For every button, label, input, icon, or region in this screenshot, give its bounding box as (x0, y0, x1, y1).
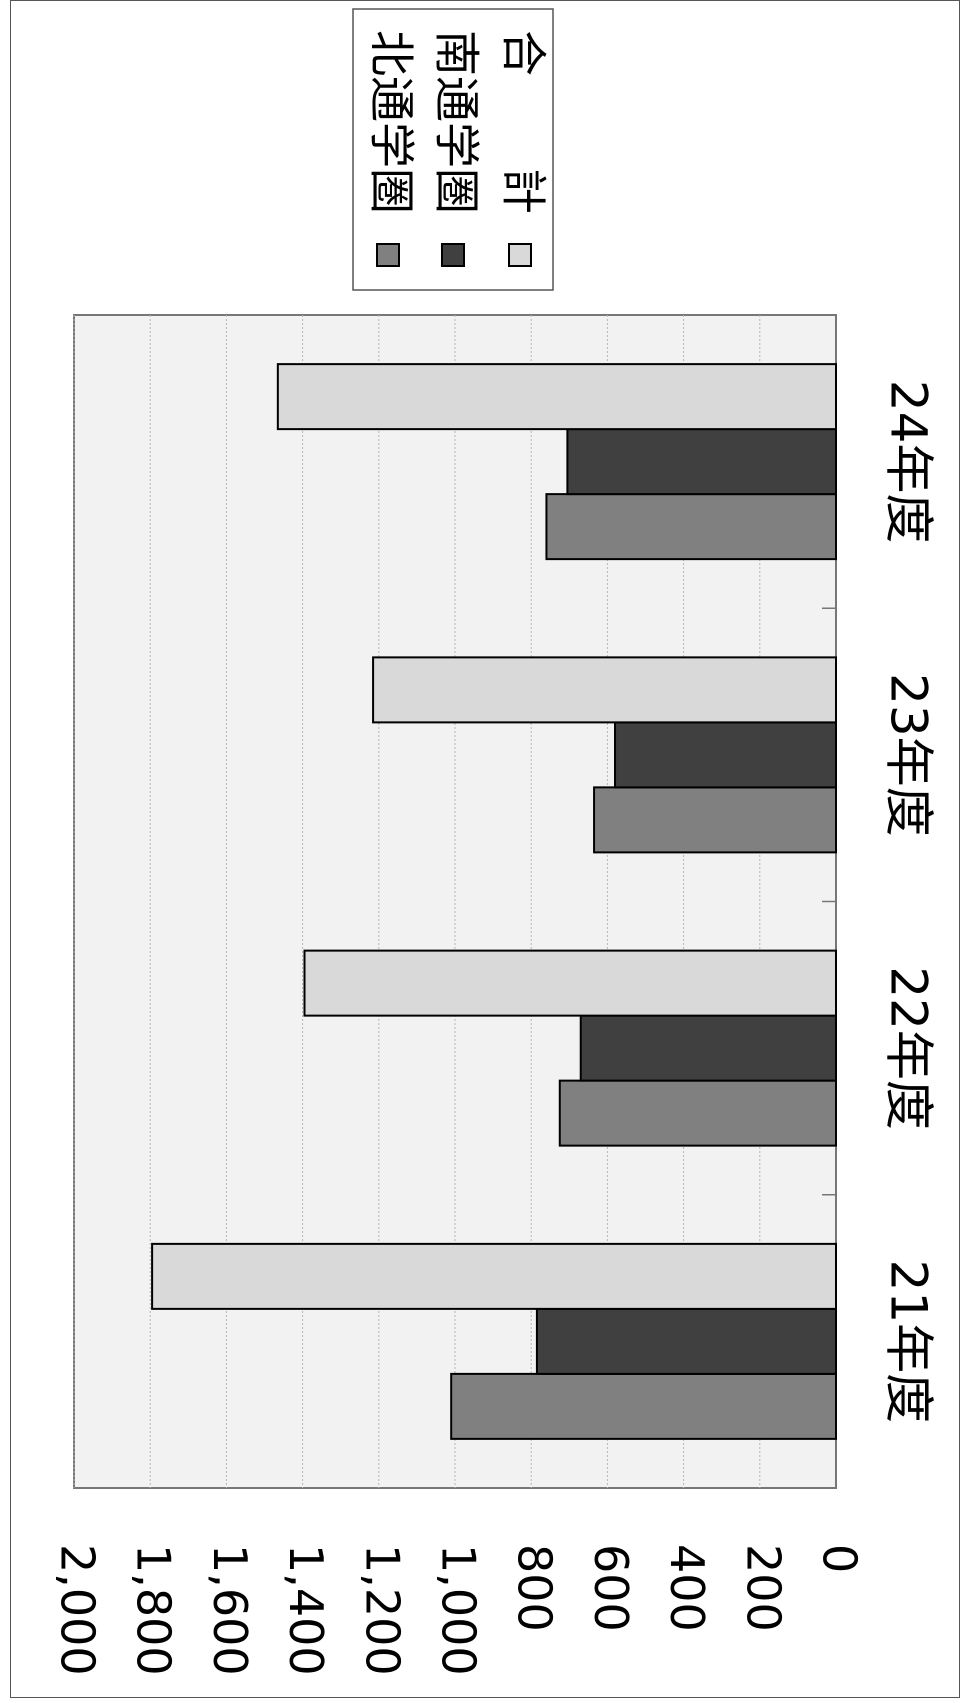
bar (614, 721, 838, 789)
category-label: 21年度 (880, 1260, 938, 1424)
value-tick-label: 800 (508, 1544, 562, 1632)
bar (593, 786, 837, 854)
value-tick-label: 2,000 (51, 1544, 105, 1676)
bar (450, 1372, 837, 1440)
value-tick-label: 1,600 (203, 1544, 257, 1676)
category-label: 22年度 (880, 966, 938, 1130)
value-tick-label: 400 (660, 1544, 714, 1632)
category-label: 24年度 (880, 380, 938, 544)
legend-label: 北通学圏 (365, 30, 419, 214)
category-label: 23年度 (880, 673, 938, 837)
category-axis: 21年度 22年度 23年度 24年度 (880, 380, 938, 1423)
legend-swatch (441, 243, 465, 267)
plot-area (73, 314, 838, 1489)
value-tick-label: 1,000 (432, 1544, 486, 1676)
bar (535, 1307, 837, 1375)
value-tick-label: 1,800 (127, 1544, 181, 1676)
legend-label: 南通学圏 (430, 30, 484, 214)
bar (558, 1079, 838, 1147)
legend-label: 合 計 (497, 30, 551, 214)
value-tick-label: 0 (813, 1544, 867, 1573)
value-tick-label: 1,400 (279, 1544, 333, 1676)
bar (566, 428, 838, 496)
bar (276, 363, 837, 431)
bar (303, 949, 837, 1017)
bar (151, 1242, 838, 1310)
value-axis: 0 200 400 600 800 1,000 1,200 1,400 1,600 1,800 2,… (51, 1544, 867, 1676)
legend: 北通学圏 南通学圏合 計 (352, 8, 554, 291)
legend-swatch (508, 243, 532, 267)
value-tick-label: 1,200 (355, 1544, 409, 1676)
value-tick-label: 200 (736, 1544, 790, 1632)
bar (372, 656, 837, 724)
bar (545, 493, 837, 561)
value-tick-label: 600 (584, 1544, 638, 1632)
bar (579, 1014, 837, 1082)
legend-swatch (376, 243, 400, 267)
